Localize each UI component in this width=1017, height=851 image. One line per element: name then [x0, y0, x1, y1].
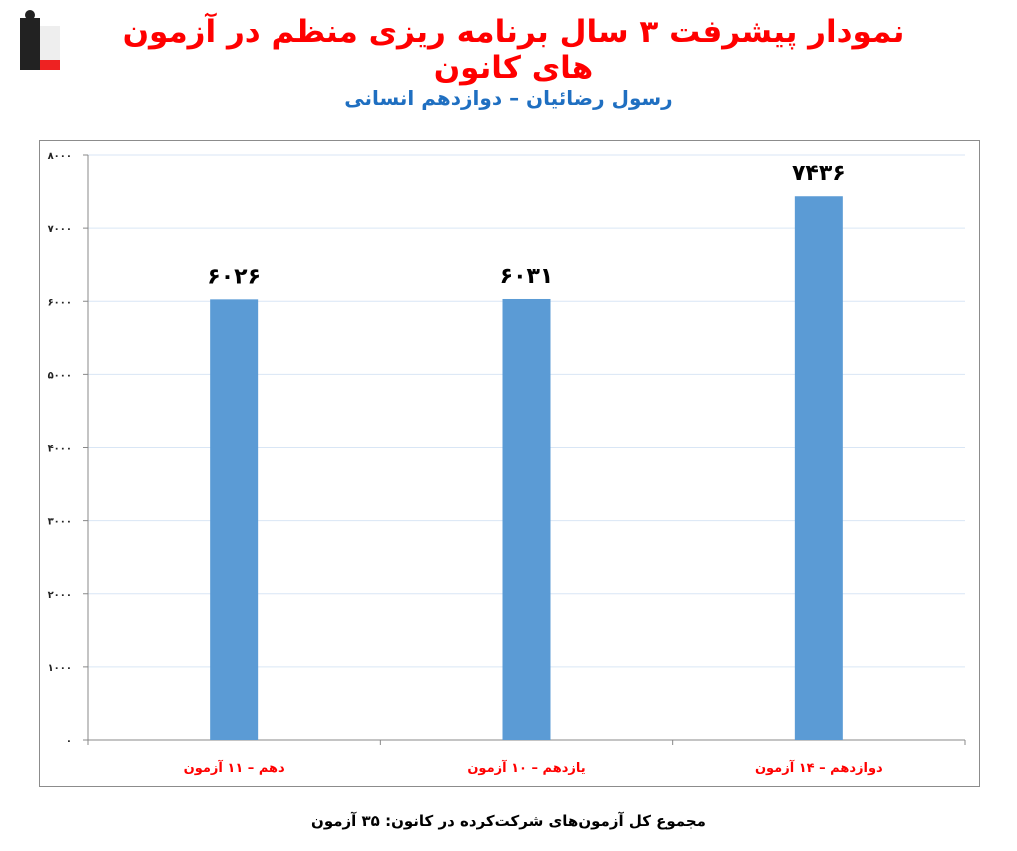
- y-tick-label: ۲۰۰۰: [48, 590, 72, 601]
- y-tick-label: ۶۰۰۰: [48, 297, 72, 308]
- category-label: دوازدهم – ۱۴ آزمون: [755, 759, 883, 776]
- data-label: ۷۴۳۶: [792, 161, 846, 186]
- kanoon-logo: [20, 10, 60, 70]
- chart-subtitle: رسول رضائیان – دوازدهم انسانی: [344, 86, 673, 110]
- y-tick-label: ۰: [66, 736, 72, 747]
- data-label: ۶۰۲۶: [207, 264, 261, 289]
- y-tick-label: ۳۰۰۰: [48, 517, 72, 528]
- chart-title: نمودار پیشرفت ۳ سال برنامه ریزی منظم در …: [122, 14, 905, 86]
- total-exams-footer: مجموع کل آزمون‌های شرکت‌کرده در کانون: ۳…: [311, 812, 706, 830]
- chart-frame: [39, 140, 980, 787]
- y-tick-label: ۸۰۰۰: [48, 151, 72, 162]
- y-tick-label: ۵۰۰۰: [48, 370, 72, 381]
- y-tick-label: ۷۰۰۰: [48, 224, 72, 235]
- data-label: ۶۰۳۱: [500, 264, 554, 289]
- bar: [502, 298, 551, 740]
- category-label: یازدهم – ۱۰ آزمون: [467, 759, 585, 776]
- bar: [794, 196, 843, 740]
- y-tick-label: ۴۰۰۰: [48, 444, 72, 455]
- y-tick-label: ۱۰۰۰: [48, 663, 72, 674]
- bar: [210, 299, 259, 740]
- category-label: دهم – ۱۱ آزمون: [184, 759, 285, 776]
